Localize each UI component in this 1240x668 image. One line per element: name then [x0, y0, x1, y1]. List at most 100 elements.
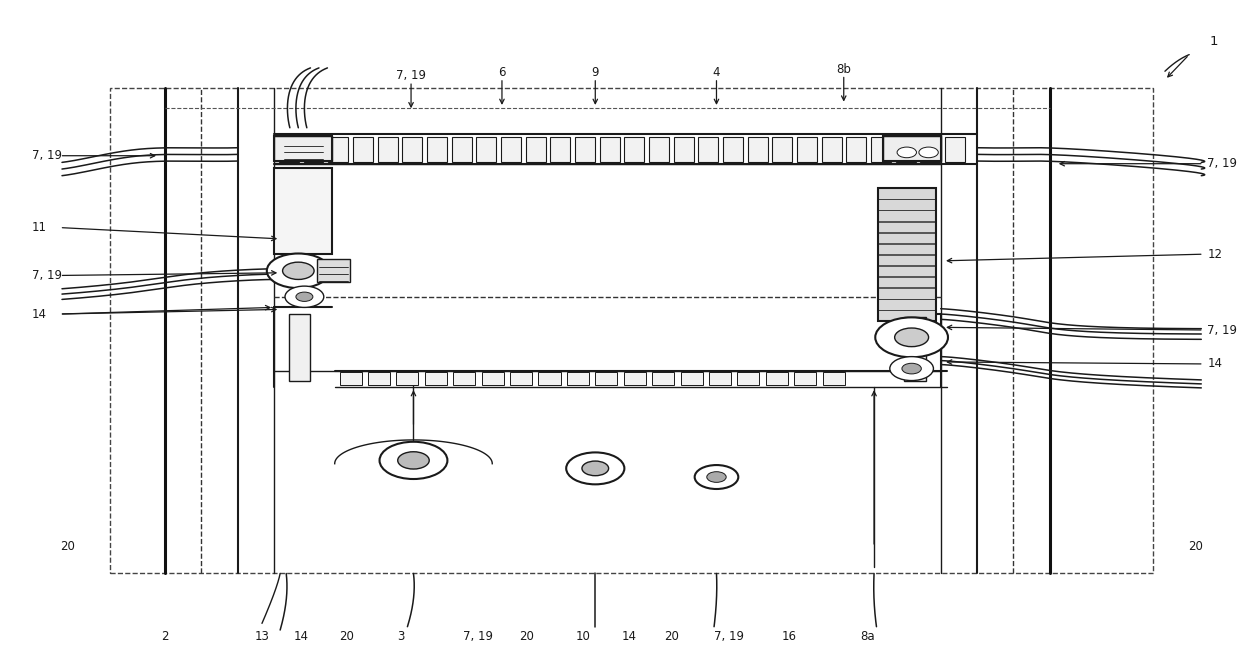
Text: 4: 4: [713, 66, 720, 79]
Text: 7, 19: 7, 19: [32, 149, 62, 162]
Bar: [673, 137, 693, 162]
Bar: [883, 136, 941, 161]
Circle shape: [890, 357, 934, 381]
Text: 20: 20: [1188, 540, 1203, 553]
Bar: [895, 137, 915, 162]
Bar: [353, 137, 373, 162]
Text: 16: 16: [781, 630, 797, 643]
Bar: [526, 137, 546, 162]
Circle shape: [875, 317, 949, 357]
Bar: [402, 137, 422, 162]
Text: 13: 13: [254, 630, 269, 643]
Bar: [878, 255, 936, 265]
Text: 9: 9: [591, 66, 599, 79]
Bar: [575, 137, 595, 162]
Bar: [878, 210, 936, 221]
Bar: [600, 137, 620, 162]
Bar: [681, 372, 703, 385]
Circle shape: [267, 254, 330, 288]
Bar: [649, 137, 668, 162]
Bar: [510, 372, 532, 385]
Text: 7, 19: 7, 19: [713, 630, 744, 643]
Circle shape: [379, 442, 448, 479]
Bar: [652, 372, 675, 385]
Text: 8a: 8a: [861, 630, 875, 643]
Text: 8b: 8b: [836, 63, 851, 75]
Bar: [274, 168, 332, 254]
Text: 14: 14: [621, 630, 636, 643]
Text: 14: 14: [1208, 357, 1223, 371]
Bar: [316, 259, 351, 282]
Bar: [878, 288, 936, 299]
Bar: [451, 137, 471, 162]
Text: 20: 20: [61, 540, 76, 553]
Text: 11: 11: [32, 221, 47, 234]
Bar: [723, 137, 743, 162]
Text: 20: 20: [665, 630, 680, 643]
Bar: [878, 232, 936, 243]
Bar: [378, 137, 398, 162]
Bar: [872, 137, 892, 162]
Circle shape: [919, 147, 939, 158]
Circle shape: [567, 452, 625, 484]
Bar: [274, 136, 332, 161]
Bar: [595, 372, 618, 385]
Text: 14: 14: [293, 630, 309, 643]
Circle shape: [707, 472, 727, 482]
Bar: [766, 372, 787, 385]
Bar: [289, 314, 310, 381]
Text: 12: 12: [1208, 248, 1223, 261]
Bar: [567, 372, 589, 385]
Bar: [904, 317, 926, 381]
Text: 7, 19: 7, 19: [1208, 157, 1238, 170]
Bar: [878, 188, 936, 199]
Bar: [427, 137, 446, 162]
Bar: [340, 372, 362, 385]
Bar: [709, 372, 732, 385]
Bar: [110, 88, 1153, 574]
Bar: [738, 372, 759, 385]
Circle shape: [901, 363, 921, 374]
Bar: [304, 137, 324, 162]
Bar: [748, 137, 768, 162]
Bar: [878, 200, 936, 210]
Bar: [397, 372, 418, 385]
Circle shape: [296, 292, 312, 301]
Text: 6: 6: [498, 66, 506, 79]
Text: 7, 19: 7, 19: [32, 269, 62, 282]
Text: 3: 3: [398, 630, 405, 643]
Bar: [624, 372, 646, 385]
Circle shape: [398, 452, 429, 469]
Bar: [425, 372, 446, 385]
Text: 1: 1: [1209, 35, 1218, 48]
Circle shape: [897, 147, 916, 158]
Bar: [538, 372, 560, 385]
Bar: [883, 136, 941, 161]
Circle shape: [285, 286, 324, 307]
Bar: [945, 137, 965, 162]
Bar: [797, 137, 817, 162]
Text: 20: 20: [518, 630, 533, 643]
Bar: [878, 277, 936, 287]
Bar: [274, 136, 332, 161]
Text: 7, 19: 7, 19: [396, 69, 427, 82]
Text: 7, 19: 7, 19: [463, 630, 492, 643]
Text: 10: 10: [575, 630, 590, 643]
Bar: [501, 137, 521, 162]
Bar: [698, 137, 718, 162]
Bar: [368, 372, 391, 385]
Bar: [453, 372, 475, 385]
Bar: [878, 299, 936, 309]
Bar: [329, 137, 348, 162]
Bar: [551, 137, 570, 162]
Bar: [878, 222, 936, 232]
Circle shape: [582, 461, 609, 476]
Bar: [920, 137, 940, 162]
Text: 7, 19: 7, 19: [1208, 323, 1238, 337]
Bar: [822, 137, 842, 162]
Bar: [878, 188, 936, 321]
Bar: [878, 266, 936, 277]
Bar: [878, 244, 936, 254]
Bar: [822, 372, 844, 385]
Bar: [794, 372, 816, 385]
